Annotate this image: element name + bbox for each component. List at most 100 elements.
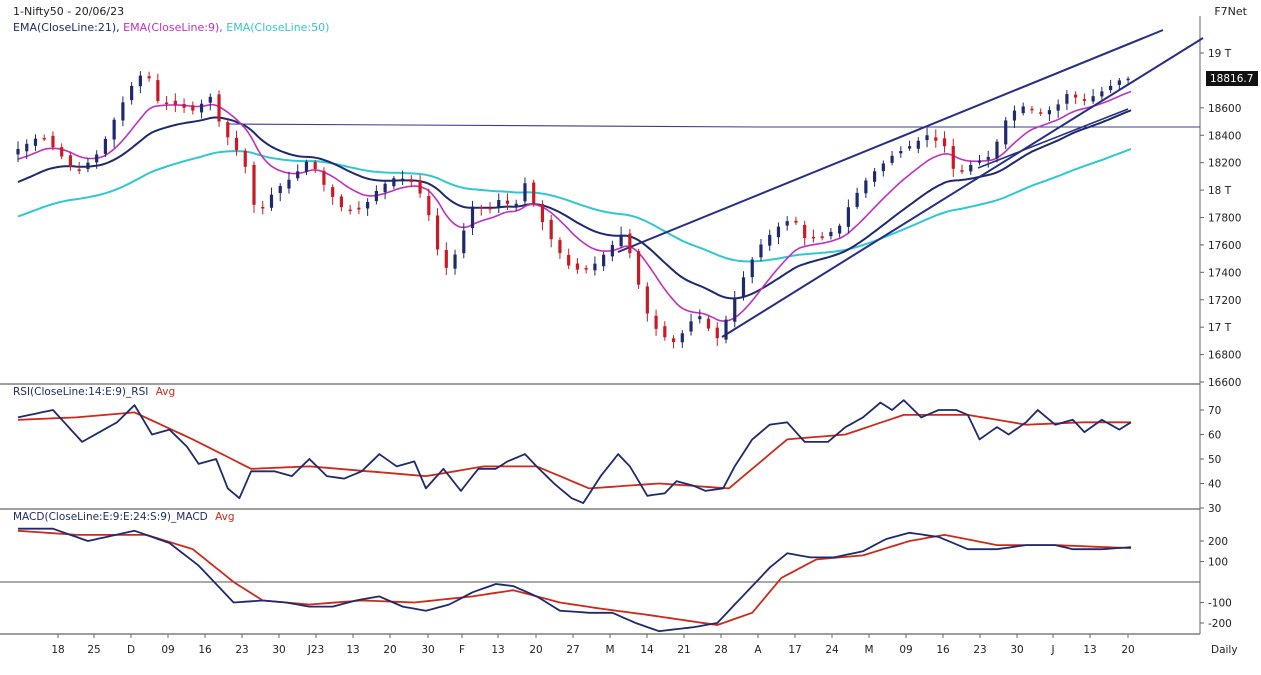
candle-body [969,164,973,172]
rsi-avg-line [17,411,1131,490]
candle-body [191,105,195,111]
candle-body [33,138,38,146]
candle-body [400,178,405,181]
candle-body [60,147,64,157]
candle-body [977,160,982,163]
candle-body [1126,78,1130,81]
candle-body [698,316,702,320]
x-tick-label: 09 [899,644,912,656]
candle-body [287,179,291,189]
candle-body [706,318,711,329]
candle-body [724,319,728,340]
candle-body [16,148,20,155]
candle-body [1012,110,1017,121]
candle-body [392,178,396,187]
candle-body [112,119,116,140]
candle-body [628,233,632,254]
candle-body [313,162,317,170]
candle-body [348,209,352,212]
candle-body [750,259,754,278]
macd-panel [0,527,1200,633]
ema21-legend: EMA(CloseLine:21), [13,21,120,34]
candle-body [1082,99,1086,101]
candle-body [636,251,641,285]
candle-body [558,240,562,254]
candle-body [584,268,588,270]
candle-body [1039,112,1043,114]
rsi-avg-series [17,411,1131,490]
candle-body [995,141,999,159]
candle-body [575,263,580,270]
candle-body [619,234,623,247]
candle-body [532,182,536,204]
price-y-tick-label: 18400 [1208,130,1241,142]
candle-body [252,164,256,205]
x-tick-label: J [1050,644,1054,656]
price-tag-text: 18816.7 [1210,73,1253,85]
candle-body [855,192,859,207]
rsi-title-avg: Avg [156,386,175,398]
candle-body [890,155,894,163]
candle-body [794,220,798,223]
candle-body [86,162,90,170]
price-tag: 18816.7 [1206,71,1258,86]
candle-body [331,187,335,197]
candle-body [505,200,510,204]
macd-avg-series [17,529,1132,626]
upper-trend-line [617,29,1164,253]
candle-body [654,315,658,329]
candlesticks [16,71,1130,349]
price-tag-box [1206,71,1258,86]
macd-title-main: MACD(CloseLine:E:9:E:24:S:9)_MACD [13,511,208,523]
x-tick-label: 28 [714,644,727,656]
rsi-y-tick-label: 60 [1208,430,1221,442]
x-tick-label: 14 [640,644,654,656]
candle-body [182,104,186,108]
candle-body [322,170,326,185]
candle-body [1047,110,1052,115]
macd-y-tick-label: 200 [1208,536,1228,548]
macd-y-tick-label: 100 [1208,557,1228,569]
candle-body [103,138,108,154]
macd-series [18,527,1132,633]
candle-body [942,138,947,147]
ema9-legend: EMA(CloseLine:9), [123,21,223,34]
candle-body [453,254,457,269]
candle-body [243,150,247,167]
candle-body [68,155,73,167]
candle-body [374,190,378,202]
macd-title: MACD(CloseLine:E:9:E:24:S:9)_MACD Avg [13,511,235,523]
candle-body [846,207,850,227]
candle-body [785,221,789,226]
candle-body [1100,91,1104,97]
x-tick-label: 13 [346,644,359,656]
x-tick-label: 13 [1083,644,1096,656]
candle-body [838,225,842,234]
candle-body [602,254,606,267]
rsi-y-tick-label: 70 [1208,405,1221,417]
x-tick-label: 25 [87,644,100,656]
candle-body [208,96,212,103]
candle-body [427,195,431,216]
candle-body [1021,106,1025,114]
candle-body [199,103,204,113]
candle-body [269,194,274,208]
candle-body [130,85,134,101]
candle-body [951,146,955,169]
candle-body [1091,96,1095,102]
symbol-title: 1-Nifty50 - 20/06/23 [13,5,125,18]
candle-body [51,135,55,148]
ema9-series [17,90,1132,322]
x-tick-label: 21 [677,644,690,656]
candle-body [383,183,387,193]
candle-body [1065,94,1069,104]
candle-body [278,185,282,194]
x-tick-label: 20 [383,644,396,656]
horizontal-line [227,123,1200,128]
candle-body [25,143,29,152]
lower-trend-line [721,37,1204,338]
candle-body [829,231,833,237]
candle-body [881,163,885,172]
candle-body [488,207,492,210]
